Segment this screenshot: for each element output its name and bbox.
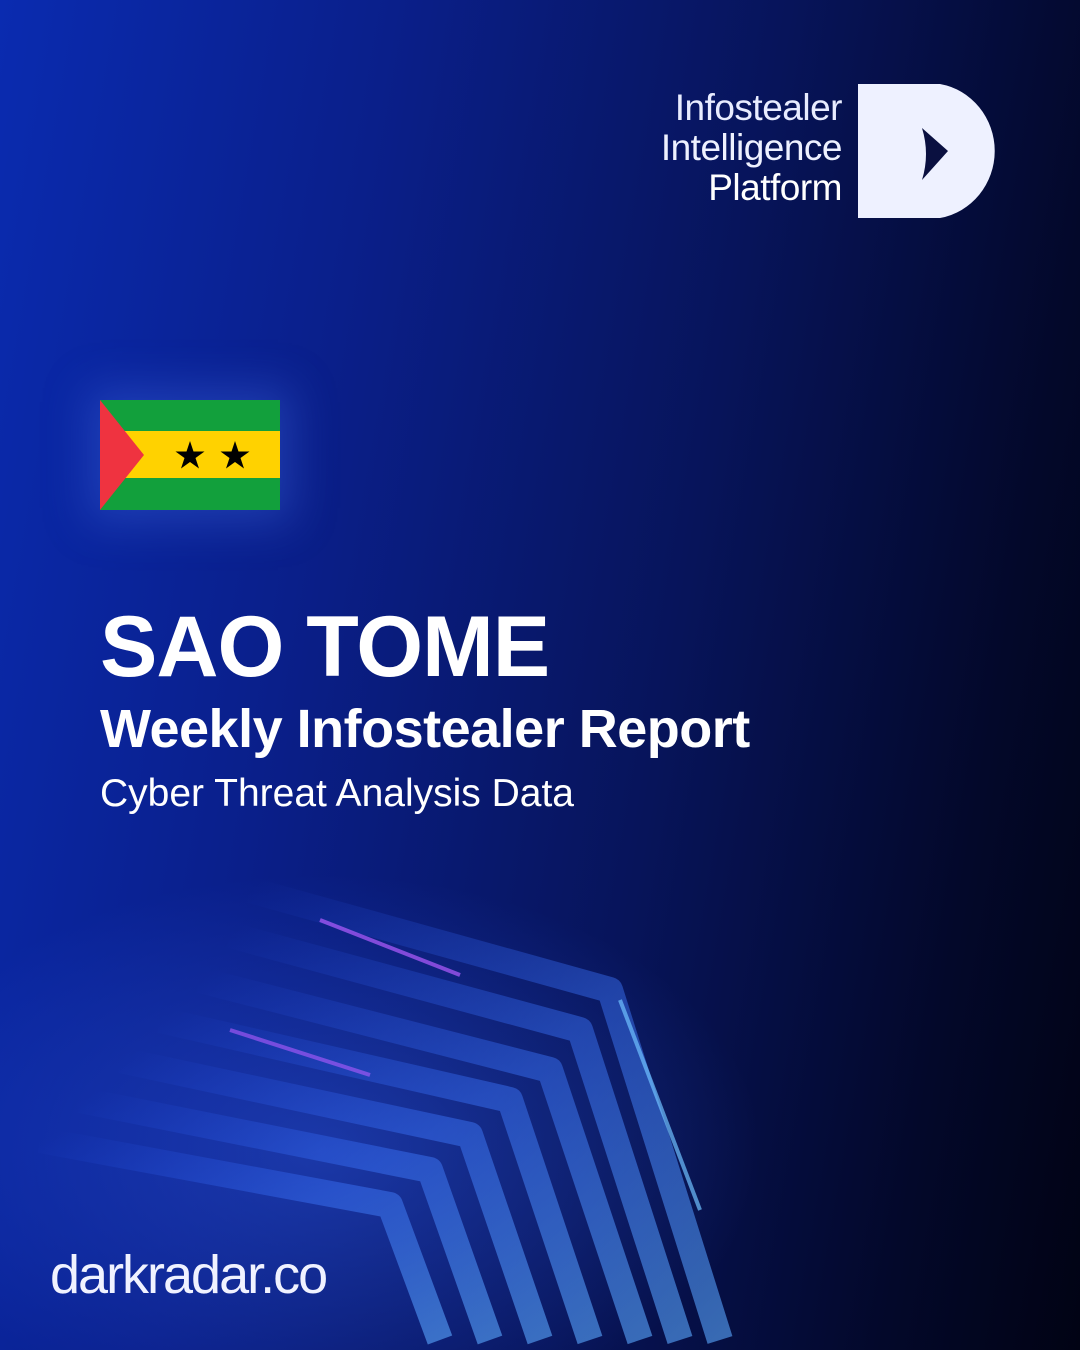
website-link[interactable]: darkradar.co [50,1245,328,1305]
brand-text: Infostealer Intelligence Platform [660,87,843,208]
report-subtitle: Weekly Infostealer Report [100,699,750,759]
d-chevron-logo-icon [858,84,995,218]
brand-line-2: Intelligence [660,127,843,168]
page-title: SAO TOME [100,599,550,695]
brand-line-3: Platform [708,167,842,208]
report-tagline: Cyber Threat Analysis Data [100,772,574,815]
brand-line-1: Infostealer [674,87,843,128]
flag-icon [100,400,280,510]
sao-tome-flag [100,400,280,510]
